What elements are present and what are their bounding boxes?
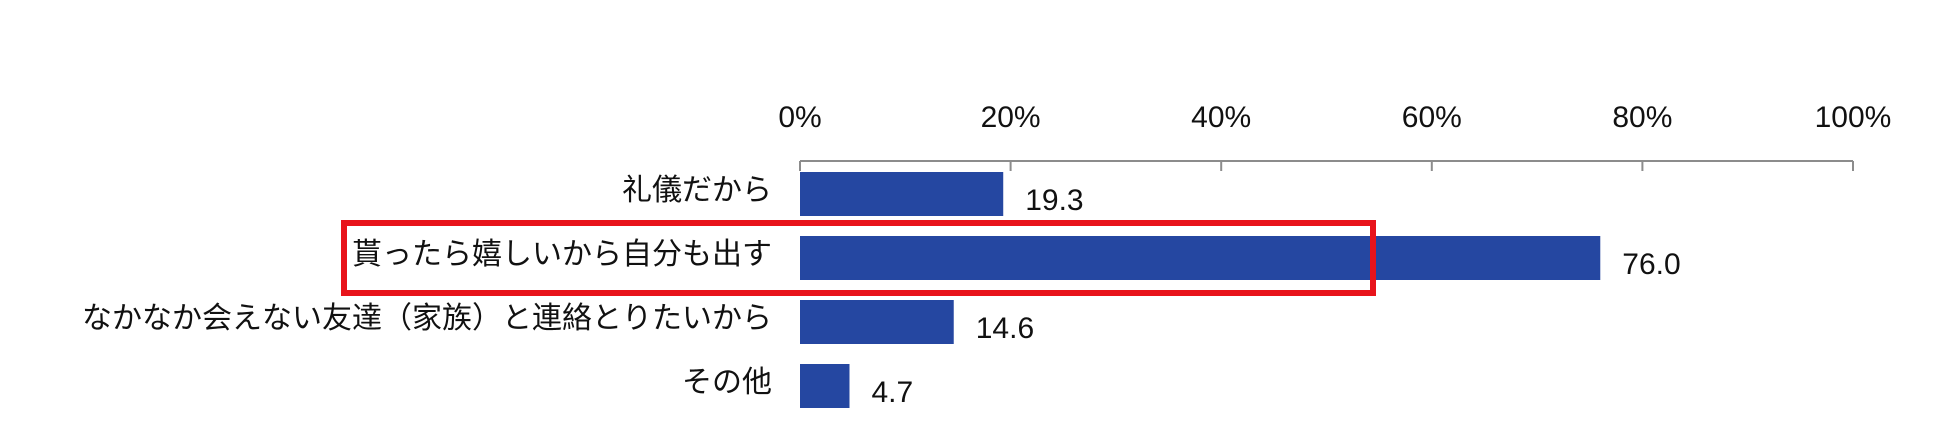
data-label: 76.0: [1622, 248, 1680, 281]
bars: [800, 172, 1601, 408]
category-label: なかなか会えない友達（家族）と連絡とりたいから: [82, 301, 772, 336]
bar: [800, 172, 1004, 216]
bar: [800, 236, 1601, 280]
category-label: 礼儀だから: [622, 173, 772, 208]
x-tick-label: 60%: [1402, 101, 1462, 134]
x-axis: 0% 20% 40% 60% 80% 100%: [778, 101, 1891, 171]
category-labels: 礼儀だから貰ったら嬉しいから自分も出すなかなか会えない友達（家族）と連絡とりたい…: [82, 173, 772, 400]
data-label: 19.3: [1025, 184, 1083, 217]
x-tick-label: 0%: [778, 101, 821, 134]
data-label: 4.7: [871, 376, 913, 409]
bar: [800, 300, 954, 344]
x-tick-label: 80%: [1612, 101, 1672, 134]
bar: [800, 364, 850, 408]
x-tick-label: 40%: [1191, 101, 1251, 134]
category-label: 貰ったら嬉しいから自分も出す: [352, 237, 772, 272]
data-labels: 19.3 76.0 14.6 4.7: [871, 184, 1680, 409]
x-tick-label: 100%: [1815, 101, 1892, 134]
highlight-box: [341, 220, 1376, 296]
data-label: 14.6: [976, 312, 1034, 345]
category-label: その他: [682, 365, 772, 400]
x-tick-label: 20%: [981, 101, 1041, 134]
highlight: [341, 220, 1376, 296]
